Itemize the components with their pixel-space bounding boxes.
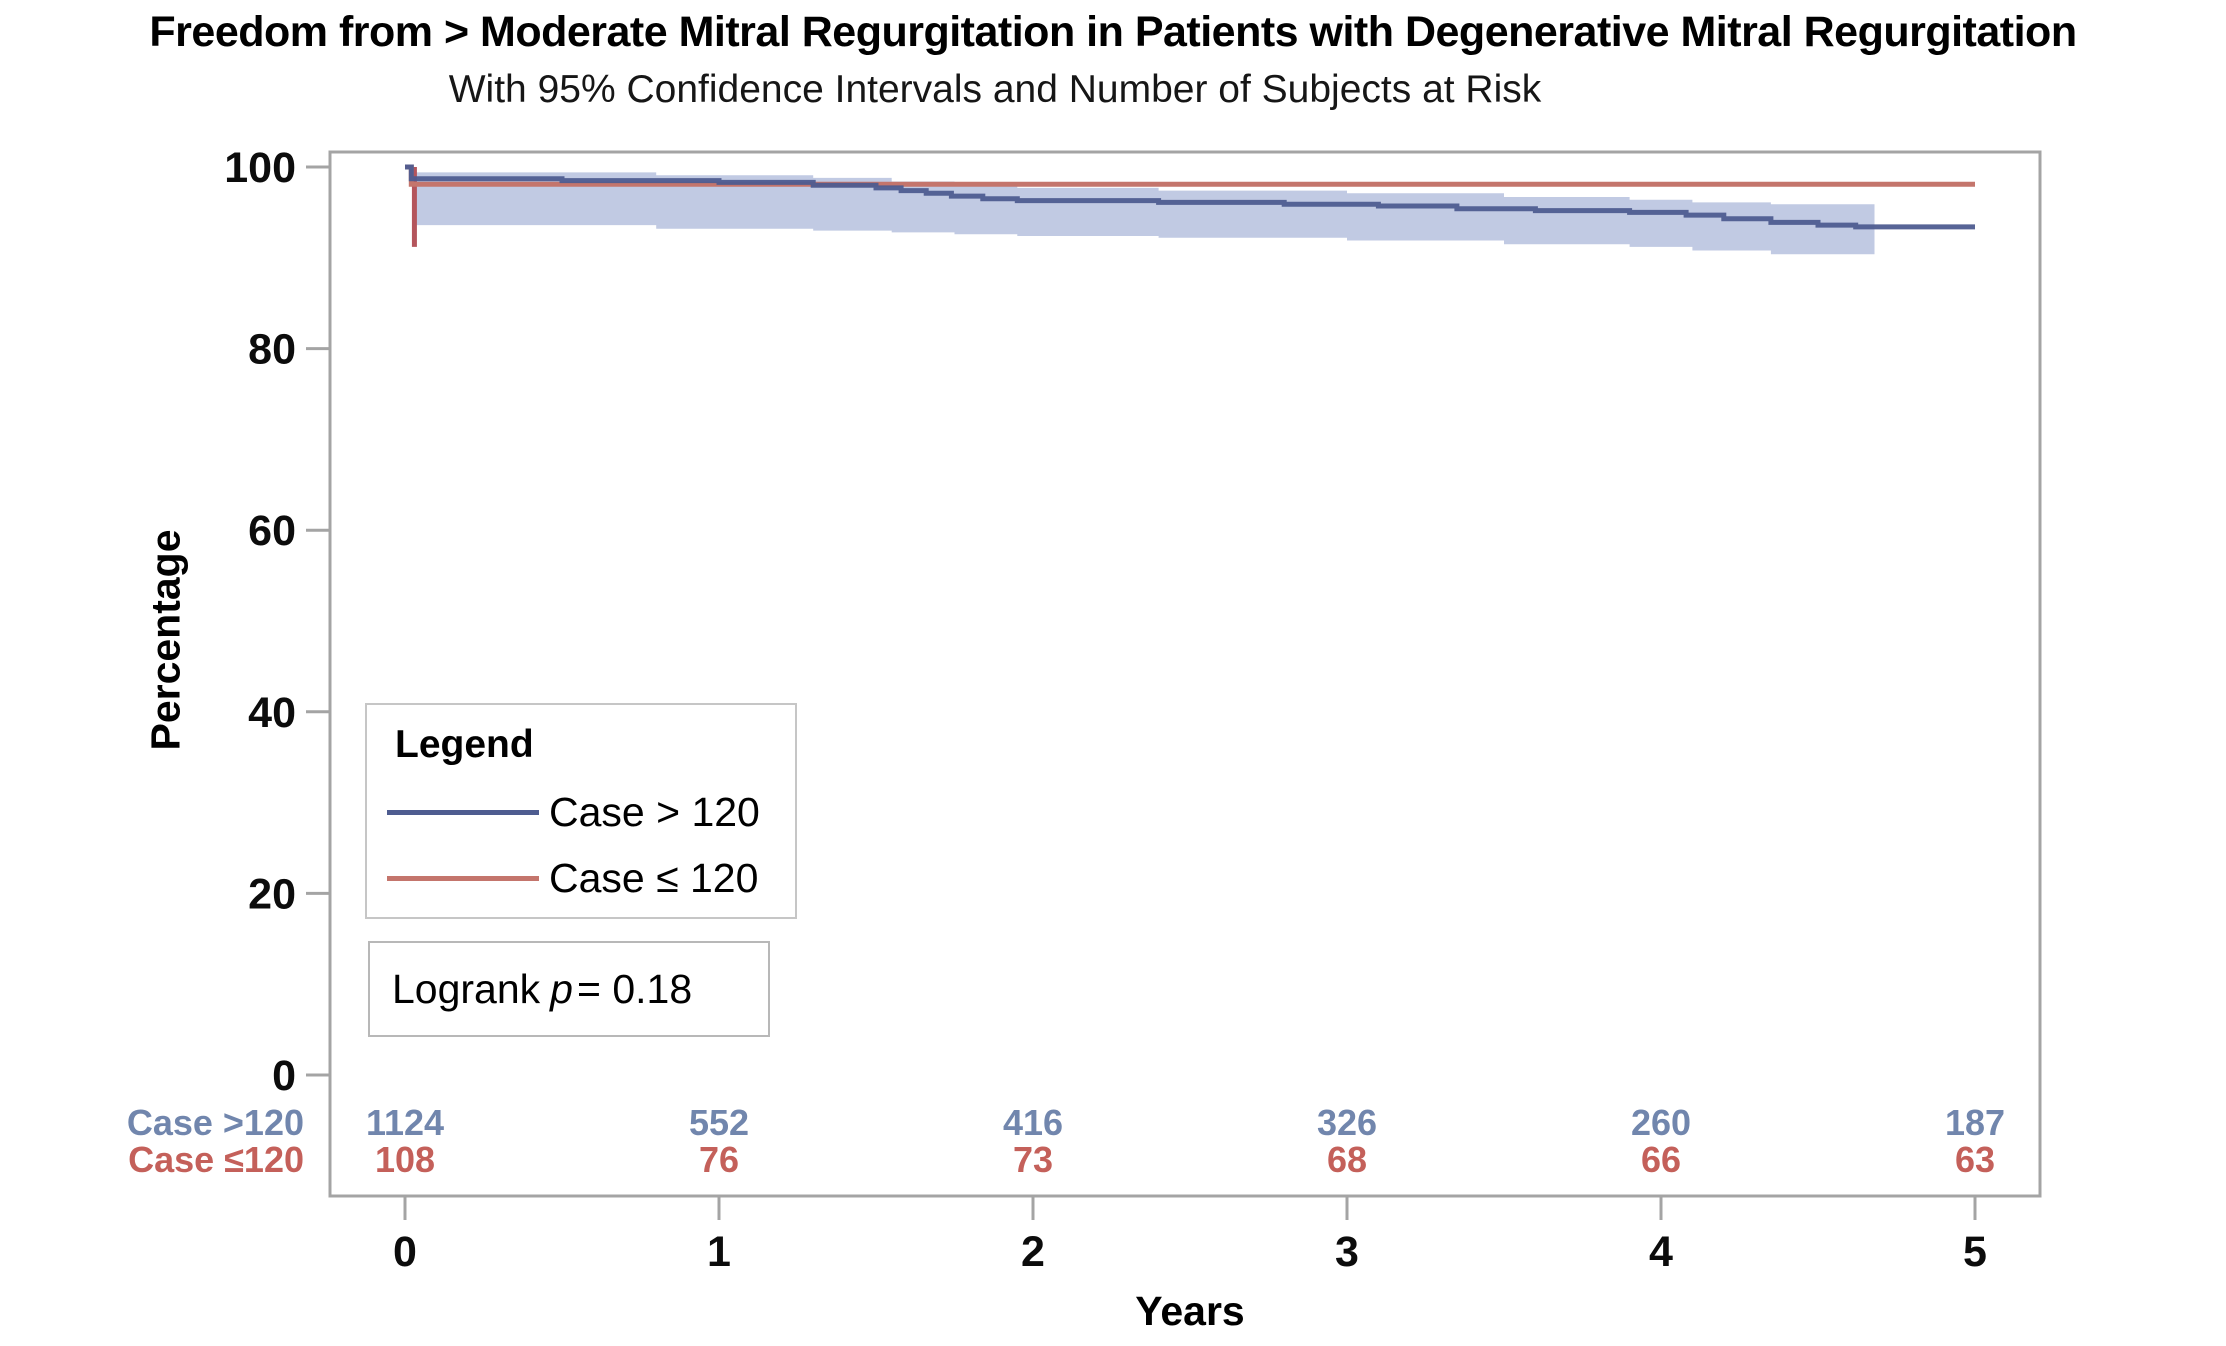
at-risk-count: 63: [1954, 1139, 1996, 1180]
plot-frame: [328, 150, 2042, 1198]
y-tick-label: 20: [248, 870, 296, 918]
at-risk-count: 73: [1012, 1139, 1054, 1180]
legend-box: Legend Case > 120 Case ≤ 120: [365, 703, 797, 919]
y-tick-label: 60: [248, 507, 296, 555]
logrank-box: Logrank p = 0.18: [368, 941, 770, 1037]
x-tick-label: 5: [1963, 1228, 1987, 1276]
y-tick-label: 100: [224, 144, 296, 192]
x-axis-label: Years: [1135, 1288, 1245, 1334]
at-risk-count: 416: [1002, 1102, 1064, 1143]
at-risk-count: 260: [1630, 1102, 1692, 1143]
at-risk-count: 108: [374, 1139, 436, 1180]
legend-item-case-gt-120: Case > 120: [387, 787, 785, 837]
at-risk-row-label-case-gt-120: Case >120: [126, 1102, 304, 1143]
legend-item-case-le-120: Case ≤ 120: [387, 853, 785, 903]
legend-title: Legend: [395, 723, 534, 766]
x-tick-label: 3: [1335, 1228, 1359, 1276]
logrank-p-symbol: p: [550, 965, 573, 1012]
legend-item-label: Case ≤ 120: [549, 854, 759, 901]
chart-title: Freedom from > Moderate Mitral Regurgita…: [149, 8, 2077, 56]
km-line-case-gt-120: [405, 164, 1975, 230]
red-line-swatch: [387, 875, 539, 881]
at-risk-count: 68: [1326, 1139, 1368, 1180]
legend-item-label: Case > 120: [549, 788, 760, 835]
at-risk-count: 1124: [365, 1102, 445, 1143]
logrank-value: = 0.18: [576, 965, 693, 1012]
x-tick-label: 2: [1021, 1228, 1045, 1276]
at-risk-row-label-case-le-120: Case ≤120: [128, 1139, 304, 1180]
y-tick-label: 40: [248, 689, 296, 737]
logrank-text: Logrank: [392, 965, 541, 1012]
x-tick-label: 1: [707, 1228, 731, 1276]
x-tick-label: 0: [393, 1228, 417, 1276]
y-tick-label: 0: [272, 1052, 296, 1100]
confidence-band: [414, 172, 1875, 257]
y-tick-label: 80: [248, 326, 296, 374]
at-risk-count: 552: [688, 1102, 750, 1143]
at-risk-count: 326: [1316, 1102, 1378, 1143]
at-risk-count: 76: [698, 1139, 740, 1180]
blue-line-swatch: [387, 809, 539, 815]
chart-subtitle: With 95% Confidence Intervals and Number…: [448, 68, 1542, 111]
y-axis-label: Percentage: [142, 529, 189, 751]
x-tick-label: 4: [1649, 1228, 1673, 1276]
at-risk-count: 66: [1640, 1139, 1682, 1180]
at-risk-count: 187: [1944, 1102, 2006, 1143]
